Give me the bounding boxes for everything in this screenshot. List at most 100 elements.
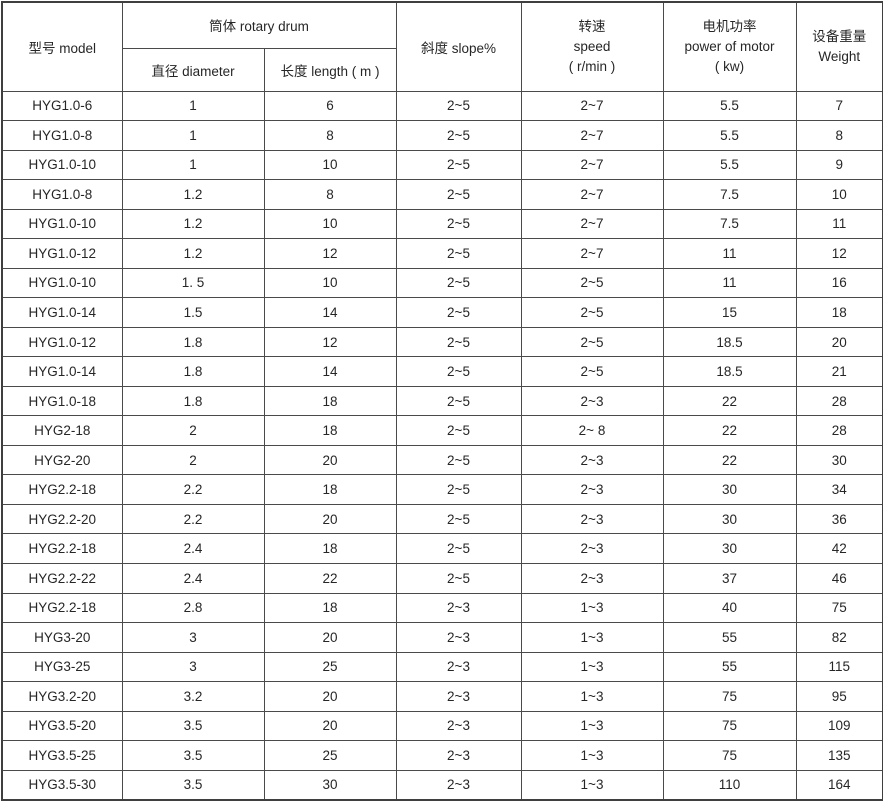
cell-power: 55 bbox=[662, 651, 797, 683]
cell-diameter: 3.2 bbox=[121, 681, 265, 712]
cell-diameter: 1.2 bbox=[121, 179, 265, 210]
weight-label-zh: 设备重量 bbox=[812, 29, 867, 45]
cell-power: 75 bbox=[662, 681, 797, 712]
cell-slope: 2~5 bbox=[395, 90, 522, 122]
table-row: HYG2.2-18 2.2 18 2~5 2~3 30 34 bbox=[1, 474, 883, 505]
col-header-diameter: 直径 diameter bbox=[121, 47, 265, 92]
cell-weight: 20 bbox=[795, 326, 883, 358]
cell-slope: 2~5 bbox=[395, 267, 522, 299]
cell-model: HYG3.5-20 bbox=[1, 710, 123, 742]
cell-slope: 2~5 bbox=[395, 120, 522, 151]
cell-speed: 1~3 bbox=[520, 622, 664, 653]
cell-weight: 11 bbox=[795, 208, 883, 240]
cell-length: 25 bbox=[263, 740, 397, 771]
cell-speed: 2~5 bbox=[520, 297, 664, 328]
cell-length: 8 bbox=[263, 179, 397, 210]
cell-weight: 7 bbox=[795, 90, 883, 122]
cell-power: 75 bbox=[662, 710, 797, 742]
cell-diameter: 2.2 bbox=[121, 474, 265, 505]
cell-length: 30 bbox=[263, 769, 397, 801]
cell-length: 18 bbox=[263, 592, 397, 624]
table-row: HYG3.5-25 3.5 25 2~3 1~3 75 135 bbox=[1, 740, 883, 771]
cell-model: HYG1.0-14 bbox=[1, 297, 123, 328]
cell-slope: 2~3 bbox=[395, 769, 522, 801]
table-row: HYG1.0-8 1.2 8 2~5 2~7 7.5 10 bbox=[1, 179, 883, 210]
cell-weight: 9 bbox=[795, 149, 883, 181]
table-row: HYG2-18 2 18 2~5 2~ 8 22 28 bbox=[1, 415, 883, 446]
cell-diameter: 3.5 bbox=[121, 710, 265, 742]
cell-power: 30 bbox=[662, 533, 797, 564]
cell-power: 7.5 bbox=[662, 179, 797, 210]
cell-length: 20 bbox=[263, 622, 397, 653]
table-header: 型号 model 筒体 rotary drum 斜度 slope% 转速 spe… bbox=[1, 1, 883, 92]
cell-model: HYG2.2-20 bbox=[1, 503, 123, 535]
cell-length: 12 bbox=[263, 326, 397, 358]
cell-model: HYG3-20 bbox=[1, 622, 123, 653]
cell-speed: 1~3 bbox=[520, 681, 664, 712]
cell-model: HYG2.2-18 bbox=[1, 592, 123, 624]
cell-weight: 12 bbox=[795, 238, 883, 269]
cell-weight: 30 bbox=[795, 444, 883, 476]
table-row: HYG3.5-20 3.5 20 2~3 1~3 75 109 bbox=[1, 710, 883, 742]
power-label-zh: 电机功率 bbox=[702, 19, 757, 35]
cell-slope: 2~5 bbox=[395, 533, 522, 564]
table-row: HYG3.5-30 3.5 30 2~3 1~3 110 164 bbox=[1, 769, 883, 801]
table-body: HYG1.0-6 1 6 2~5 2~7 5.5 7 HYG1.0-8 1 8 2~5 2~7 5.5 8… bbox=[1, 90, 883, 801]
cell-weight: 18 bbox=[795, 297, 883, 328]
cell-model: HYG3.2-20 bbox=[1, 681, 123, 712]
cell-power: 5.5 bbox=[662, 149, 797, 181]
cell-weight: 42 bbox=[795, 533, 883, 564]
cell-length: 10 bbox=[263, 149, 397, 181]
cell-power: 75 bbox=[662, 740, 797, 771]
speed-label-zh: 转速 bbox=[578, 19, 606, 35]
cell-model: HYG1.0-8 bbox=[1, 120, 123, 151]
cell-speed: 2~3 bbox=[520, 385, 664, 417]
power-label-unit: ( kw) bbox=[714, 58, 745, 74]
table-row: HYG3-25 3 25 2~3 1~3 55 115 bbox=[1, 651, 883, 683]
cell-diameter: 1 bbox=[121, 149, 265, 181]
cell-slope: 2~5 bbox=[395, 563, 522, 594]
cell-model: HYG3.5-30 bbox=[1, 769, 123, 801]
cell-model: HYG2-18 bbox=[1, 415, 123, 446]
cell-power: 30 bbox=[662, 503, 797, 535]
cell-slope: 2~3 bbox=[395, 592, 522, 624]
cell-diameter: 3 bbox=[121, 622, 265, 653]
table-row: HYG1.0-18 1.8 18 2~5 2~3 22 28 bbox=[1, 385, 883, 417]
cell-length: 10 bbox=[263, 208, 397, 240]
table-row: HYG1.0-10 1. 5 10 2~5 2~5 11 16 bbox=[1, 267, 883, 299]
cell-power: 5.5 bbox=[662, 120, 797, 151]
table-row: HYG2-20 2 20 2~5 2~3 22 30 bbox=[1, 444, 883, 476]
cell-speed: 1~3 bbox=[520, 769, 664, 801]
cell-slope: 2~3 bbox=[395, 651, 522, 683]
cell-weight: 109 bbox=[795, 710, 883, 742]
cell-length: 14 bbox=[263, 356, 397, 387]
cell-diameter: 2.4 bbox=[121, 533, 265, 564]
table-row: HYG1.0-10 1 10 2~5 2~7 5.5 9 bbox=[1, 149, 883, 181]
cell-slope: 2~5 bbox=[395, 444, 522, 476]
cell-length: 14 bbox=[263, 297, 397, 328]
cell-length: 25 bbox=[263, 651, 397, 683]
cell-speed: 2~3 bbox=[520, 444, 664, 476]
cell-speed: 2~ 8 bbox=[520, 415, 664, 446]
cell-model: HYG1.0-12 bbox=[1, 326, 123, 358]
table-row: HYG2.2-20 2.2 20 2~5 2~3 30 36 bbox=[1, 503, 883, 535]
cell-power: 22 bbox=[662, 415, 797, 446]
cell-slope: 2~5 bbox=[395, 179, 522, 210]
cell-diameter: 1 bbox=[121, 90, 265, 122]
cell-model: HYG2.2-18 bbox=[1, 474, 123, 505]
col-header-length: 长度 length ( m ) bbox=[263, 47, 397, 92]
cell-diameter: 1. 5 bbox=[121, 267, 265, 299]
cell-power: 7.5 bbox=[662, 208, 797, 240]
cell-model: HYG1.0-10 bbox=[1, 267, 123, 299]
col-header-slope: 斜度 slope% bbox=[395, 1, 522, 92]
cell-slope: 2~5 bbox=[395, 297, 522, 328]
cell-diameter: 2 bbox=[121, 415, 265, 446]
table-row: HYG3.2-20 3.2 20 2~3 1~3 75 95 bbox=[1, 681, 883, 712]
cell-diameter: 2 bbox=[121, 444, 265, 476]
cell-diameter: 1.2 bbox=[121, 208, 265, 240]
cell-speed: 2~3 bbox=[520, 563, 664, 594]
cell-weight: 164 bbox=[795, 769, 883, 801]
cell-power: 22 bbox=[662, 444, 797, 476]
cell-weight: 8 bbox=[795, 120, 883, 151]
